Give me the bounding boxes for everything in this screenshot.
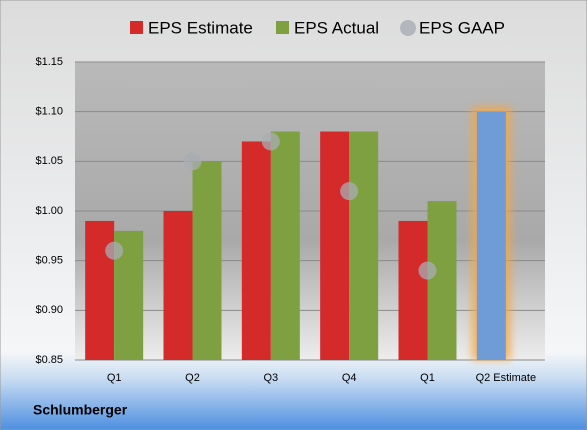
legend-marker [400, 20, 416, 36]
gaap-dot [183, 152, 202, 171]
bar [270, 131, 300, 360]
x-tick-label: Q1 [107, 372, 122, 384]
y-tick-label: $0.95 [35, 255, 63, 267]
y-tick-label: $1.05 [35, 155, 63, 167]
x-tick-label: Q1 [420, 372, 435, 384]
bar [476, 111, 506, 361]
y-tick-label: $1.15 [35, 56, 63, 68]
legend-marker [276, 21, 289, 34]
gaap-dot [418, 261, 437, 280]
bar [192, 161, 222, 360]
x-tick-label: Q2 [185, 372, 200, 384]
x-tick-label: Q3 [263, 372, 278, 384]
y-tick-label: $0.90 [35, 304, 63, 316]
bar [241, 141, 271, 360]
legend-label: EPS GAAP [419, 18, 505, 37]
bar [163, 211, 193, 360]
bar [398, 220, 428, 360]
legend-label: EPS Estimate [148, 18, 253, 37]
x-tick-label: Q2 Estimate [476, 372, 537, 384]
bar [427, 201, 457, 360]
bar [85, 220, 115, 360]
bar [320, 131, 350, 360]
caption: Schlumberger [33, 402, 128, 418]
y-tick-label: $1.00 [35, 205, 63, 217]
y-tick-label: $0.85 [35, 354, 63, 366]
bar [349, 131, 379, 360]
legend-marker [130, 21, 143, 34]
gaap-dot [105, 241, 124, 260]
gaap-dot [261, 132, 280, 151]
y-tick-label: $1.10 [35, 106, 63, 118]
x-tick-label: Q4 [342, 372, 357, 384]
gaap-dot [340, 182, 359, 201]
legend-label: EPS Actual [294, 18, 379, 37]
